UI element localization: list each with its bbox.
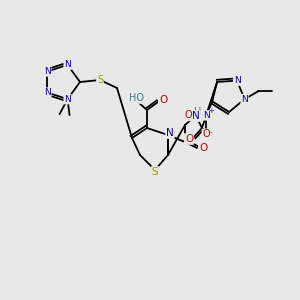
Text: N: N xyxy=(44,88,51,97)
Text: H: H xyxy=(194,107,202,117)
Text: O: O xyxy=(202,129,210,140)
Text: O: O xyxy=(199,143,207,153)
Text: O: O xyxy=(185,134,193,144)
Text: HO: HO xyxy=(128,93,143,103)
Text: O: O xyxy=(184,110,192,120)
Text: N: N xyxy=(64,94,71,103)
Text: O: O xyxy=(159,95,167,105)
Text: N: N xyxy=(64,60,71,69)
Text: N: N xyxy=(203,111,210,120)
Text: N: N xyxy=(192,111,200,121)
Text: N: N xyxy=(44,67,51,76)
Text: N: N xyxy=(234,76,240,85)
Text: N: N xyxy=(166,128,174,138)
Text: N: N xyxy=(241,94,248,103)
Text: S: S xyxy=(152,167,158,177)
Text: +: + xyxy=(208,108,214,114)
Text: -: - xyxy=(210,129,212,135)
Text: S: S xyxy=(97,75,103,85)
